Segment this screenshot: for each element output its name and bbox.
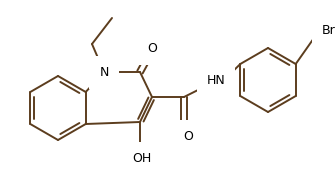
Text: Br: Br [322, 23, 336, 36]
Text: O: O [183, 129, 193, 143]
Text: OH: OH [132, 152, 152, 164]
Text: HN: HN [207, 74, 225, 87]
Text: O: O [147, 42, 157, 54]
Text: N: N [99, 66, 109, 78]
